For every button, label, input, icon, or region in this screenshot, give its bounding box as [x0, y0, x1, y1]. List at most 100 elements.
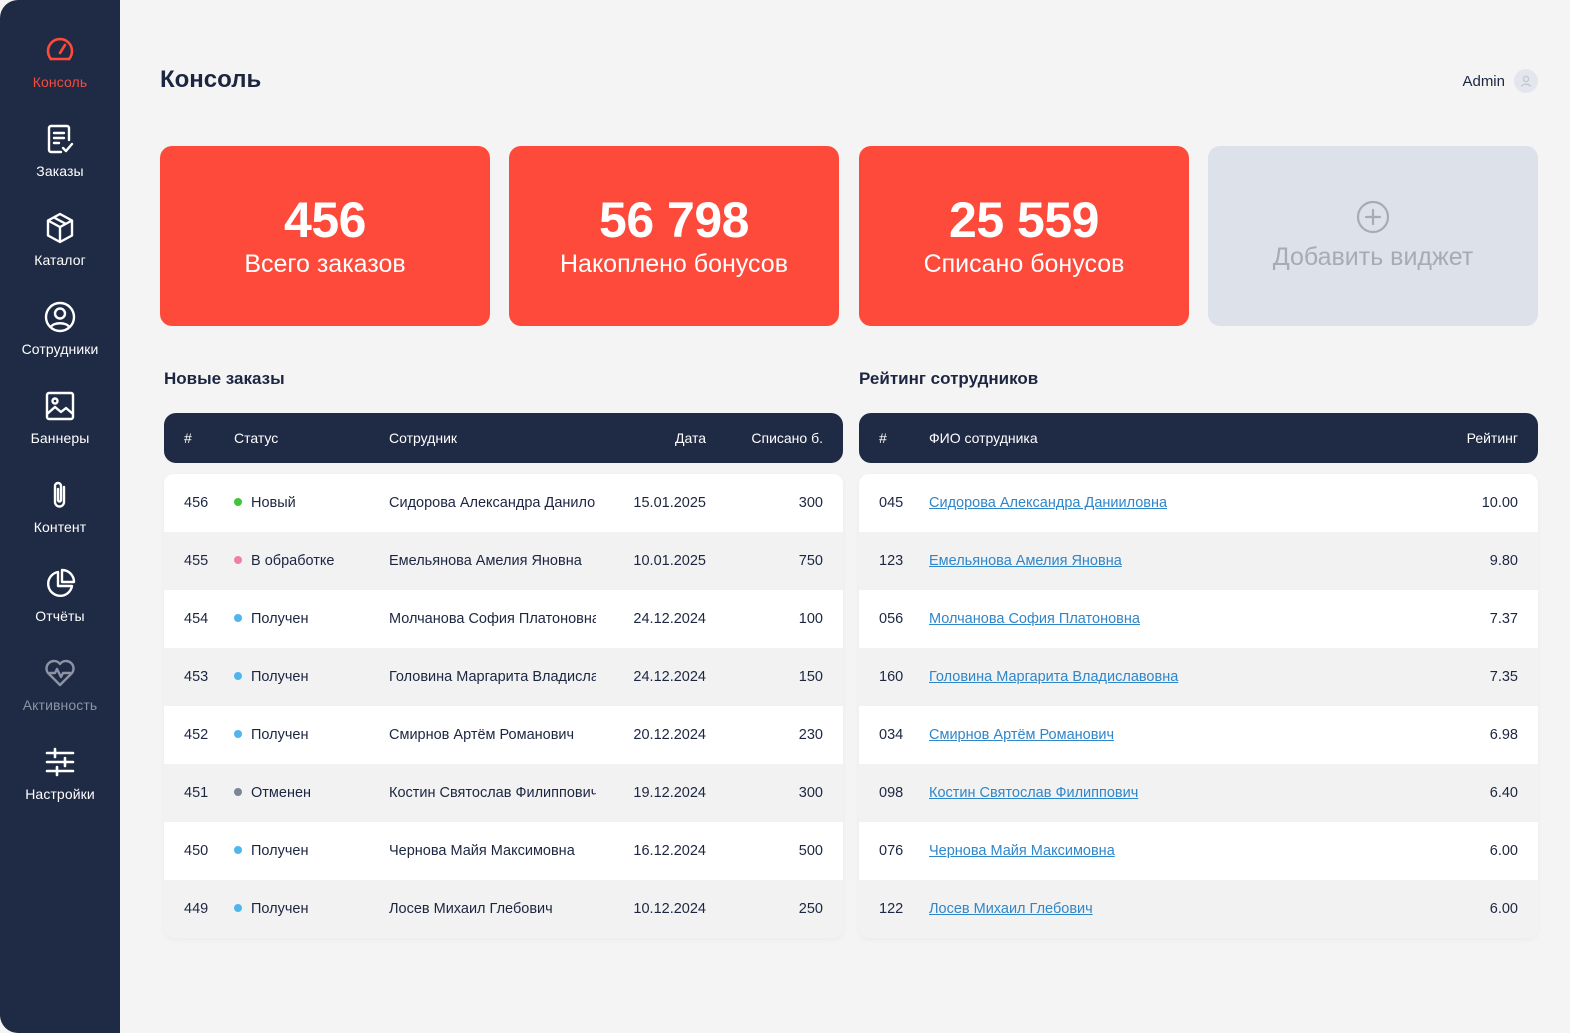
employee-link[interactable]: Емельянова Амелия Яновна: [929, 553, 1122, 569]
rating-score: 7.35: [1489, 669, 1518, 685]
employee-link[interactable]: Головина Маргарита Владиславовна: [929, 669, 1179, 685]
bonus-spent: 100: [798, 611, 823, 627]
sidebar-item-employees[interactable]: Сотрудники: [0, 300, 120, 380]
status-text: Отменен: [251, 785, 312, 801]
employee-id: 045: [879, 495, 904, 511]
status-dot: [234, 788, 242, 796]
employee-link[interactable]: Чернова Майя Максимовна: [929, 843, 1115, 859]
sidebar-item-console[interactable]: Консоль: [0, 33, 120, 113]
widget-value: 456: [284, 192, 366, 248]
column-header[interactable]: #: [879, 430, 887, 446]
status-text: Получен: [251, 843, 309, 859]
order-date: 24.12.2024: [633, 669, 706, 685]
column-header[interactable]: Статус: [234, 430, 279, 446]
sidebar-item-label: Сотрудники: [21, 341, 99, 357]
order-date: 10.01.2025: [633, 553, 706, 569]
rating-table-body: 045 Сидорова Александра Данииловна 10.00 12…: [859, 474, 1538, 938]
status-dot: [234, 498, 242, 506]
image-icon: [43, 389, 77, 423]
sidebar-item-label: Каталог: [34, 252, 86, 268]
table-row[interactable]: 076 Чернова Майя Максимовна 6.00: [859, 822, 1538, 880]
plus-circle-icon: [1356, 200, 1390, 234]
sidebar-item-orders[interactable]: Заказы: [0, 122, 120, 202]
status-dot: [234, 614, 242, 622]
sidebar-item-reports[interactable]: Отчёты: [0, 567, 120, 647]
order-date: 24.12.2024: [633, 611, 706, 627]
table-row[interactable]: 123 Емельянова Амелия Яновна 9.80: [859, 532, 1538, 590]
order-date: 15.01.2025: [633, 495, 706, 511]
column-header[interactable]: #: [184, 430, 192, 446]
status-dot: [234, 904, 242, 912]
column-header[interactable]: Списано б.: [751, 430, 823, 446]
status-text: Новый: [251, 495, 296, 511]
employee-id: 160: [879, 669, 904, 685]
order-id: 454: [184, 611, 209, 627]
table-row[interactable]: 454 Получен Молчанова София Платоновна 24.1…: [164, 590, 843, 648]
bonus-spent: 230: [798, 727, 823, 743]
status-badge: Получен: [234, 648, 309, 706]
rating-score: 6.40: [1489, 785, 1518, 801]
widget-value: 56 798: [599, 192, 749, 248]
order-id: 453: [184, 669, 209, 685]
employee-link[interactable]: Смирнов Артём Романович: [929, 727, 1115, 743]
rating-score: 7.37: [1489, 611, 1518, 627]
status-dot: [234, 730, 242, 738]
table-row[interactable]: 455 В обработке Емельянова Амелия Яновна 10…: [164, 532, 843, 590]
employee-name: Чернова Майя Максимовна: [389, 843, 575, 859]
table-row[interactable]: 122 Лосев Михаил Глебович 6.00: [859, 880, 1538, 938]
table-row[interactable]: 450 Получен Чернова Майя Максимовна 16.12.2…: [164, 822, 843, 880]
orders-table-body: 456 Новый Сидорова Александра Даниловна 15.…: [164, 474, 843, 938]
sidebar-item-settings[interactable]: Настройки: [0, 745, 120, 825]
sidebar-item-label: Консоль: [32, 74, 88, 90]
column-header[interactable]: Дата: [674, 430, 706, 446]
widget-caption: Списано бонусов: [923, 250, 1125, 278]
sidebar-item-catalog[interactable]: Каталог: [0, 211, 120, 291]
status-text: Получен: [251, 611, 309, 627]
rating-score: 6.00: [1489, 843, 1518, 859]
table-row[interactable]: 452 Получен Смирнов Артём Романович 20.12.2…: [164, 706, 843, 764]
employee-id: 034: [879, 727, 904, 743]
order-list-icon: [43, 122, 77, 156]
table-row[interactable]: 451 Отменен Костин Святослав Филиппович 19.…: [164, 764, 843, 822]
status-badge: Отменен: [234, 764, 311, 822]
table-row[interactable]: 098 Костин Святослав Филиппович 6.40: [859, 764, 1538, 822]
sidebar: Консоль Заказы Каталог Сотрудники: [0, 0, 120, 1033]
sidebar-item-label: Заказы: [36, 163, 84, 179]
employee-link[interactable]: Молчанова София Платоновна: [929, 611, 1140, 627]
order-id: 450: [184, 843, 209, 859]
table-row[interactable]: 045 Сидорова Александра Данииловна 10.00: [859, 474, 1538, 532]
order-id: 449: [184, 901, 209, 917]
employee-name: Лосев Михаил Глебович: [389, 901, 553, 917]
column-header[interactable]: Рейтинг: [1466, 430, 1518, 446]
column-header[interactable]: Сотрудник: [389, 430, 458, 446]
employee-link[interactable]: Костин Святослав Филиппович: [929, 785, 1139, 801]
sidebar-item-label: Отчёты: [35, 608, 85, 624]
avatar[interactable]: [1514, 69, 1538, 93]
employee-link[interactable]: Лосев Михаил Глебович: [929, 901, 1093, 917]
table-row[interactable]: 034 Смирнов Артём Романович 6.98: [859, 706, 1538, 764]
table-row[interactable]: 453 Получен Головина Маргарита Владиславов…: [164, 648, 843, 706]
table-row[interactable]: 160 Головина Маргарита Владиславовна 7.35: [859, 648, 1538, 706]
sidebar-item-content[interactable]: Контент: [0, 478, 120, 558]
table-row[interactable]: 456 Новый Сидорова Александра Даниловна 15.…: [164, 474, 843, 532]
sidebar-item-banners[interactable]: Баннеры: [0, 389, 120, 469]
user-menu[interactable]: Admin: [1462, 69, 1538, 93]
table-row[interactable]: 056 Молчанова София Платоновна 7.37: [859, 590, 1538, 648]
status-badge: Получен: [234, 822, 309, 880]
employee-link[interactable]: Сидорова Александра Данииловна: [929, 495, 1168, 511]
pie-chart-icon: [43, 567, 77, 601]
order-date: 16.12.2024: [633, 843, 706, 859]
widget-total-orders[interactable]: 456 Всего заказов: [160, 146, 490, 326]
widget-spent-bonuses[interactable]: 25 559 Списано бонусов: [859, 146, 1189, 326]
table-row[interactable]: 449 Получен Лосев Михаил Глебович 10.12.202…: [164, 880, 843, 938]
order-date: 19.12.2024: [633, 785, 706, 801]
widget-accumulated-bonuses[interactable]: 56 798 Накоплено бонусов: [509, 146, 839, 326]
widget-caption: Всего заказов: [244, 250, 406, 278]
column-header[interactable]: ФИО сотрудника: [929, 430, 1038, 446]
rating-table-header: # ФИО сотрудника Рейтинг: [859, 413, 1538, 463]
status-dot: [234, 846, 242, 854]
sidebar-item-activity[interactable]: Активность: [0, 656, 120, 736]
heart-pulse-icon: [43, 656, 77, 690]
add-widget-button[interactable]: Добавить виджет: [1208, 146, 1538, 326]
user-name: Admin: [1462, 72, 1505, 90]
